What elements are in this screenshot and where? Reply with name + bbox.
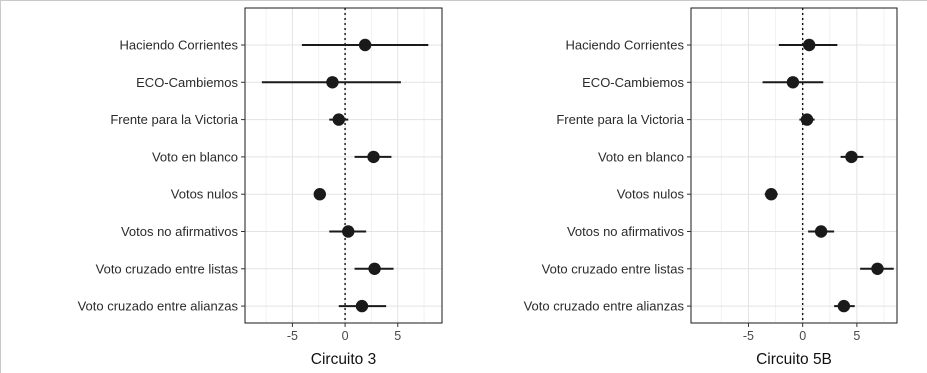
x-tick-label: -5 (287, 329, 298, 343)
point-votos-nulos (313, 188, 326, 201)
point-voto-cruzado-entre-alianzas (837, 299, 851, 313)
category-label: Votos no afirmativos (567, 224, 685, 239)
point-haciendo-corrientes (358, 38, 372, 52)
point-frente-para-la-victoria (332, 113, 345, 126)
category-label: Frente para la Victoria (110, 112, 238, 127)
panel-title: Circuito 5B (756, 351, 832, 368)
panel-border (690, 7, 898, 324)
point-haciendo-corrientes (802, 38, 816, 52)
point-frente-para-la-victoria (800, 113, 814, 126)
category-label: Voto cruzado entre alianzas (524, 299, 685, 314)
point-voto-en-blanco (845, 150, 858, 164)
category-label: Voto en blanco (152, 149, 238, 164)
category-label: ECO-Cambiemos (136, 75, 238, 90)
point-votos-nulos (765, 188, 778, 201)
category-label: Voto cruzado entre listas (96, 261, 239, 276)
x-tick-label: 0 (342, 329, 349, 343)
panel-title: Circuito 3 (311, 351, 376, 368)
point-voto-en-blanco (367, 150, 380, 164)
category-label: Voto cruzado entre listas (542, 261, 685, 276)
category-label: Haciendo Corrientes (565, 38, 684, 53)
point-eco-cambiemos (326, 76, 339, 89)
x-tick-label: 5 (394, 329, 401, 343)
point-voto-cruzado-entre-listas (368, 262, 381, 275)
category-label: Votos nulos (617, 187, 685, 202)
panel-circuito-3: Haciendo Corrientes ECO-Cambiemos Frente p… (78, 7, 443, 368)
point-votos-no-afirmativos (342, 225, 355, 238)
point-votos-no-afirmativos (814, 225, 828, 238)
category-label: Voto cruzado entre alianzas (78, 299, 239, 314)
category-label: Frente para la Victoria (556, 112, 684, 127)
category-label: Votos no afirmativos (121, 224, 239, 239)
point-voto-cruzado-entre-listas (871, 262, 884, 275)
x-tick-label: 0 (799, 329, 806, 343)
category-label: Votos nulos (171, 187, 239, 202)
panel-circuito-5b: Haciendo Corrientes ECO-Cambiemos Frente p… (524, 7, 898, 368)
x-tick-label: 5 (853, 329, 860, 343)
category-label: Haciendo Corrientes (119, 38, 238, 53)
category-label: ECO-Cambiemos (582, 75, 684, 90)
point-voto-cruzado-entre-alianzas (355, 299, 369, 313)
panel-border (244, 7, 443, 324)
category-label: Voto en blanco (598, 149, 684, 164)
x-tick-label: -5 (743, 329, 754, 343)
point-eco-cambiemos (786, 76, 800, 89)
